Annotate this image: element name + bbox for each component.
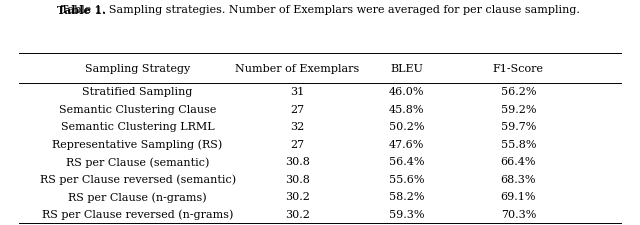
Text: 56.4%: 56.4% — [388, 157, 424, 167]
Text: RS per Clause (n-grams): RS per Clause (n-grams) — [68, 191, 207, 202]
Text: RS per Clause reversed (semantic): RS per Clause reversed (semantic) — [40, 174, 236, 184]
Text: F1-Score: F1-Score — [493, 64, 544, 74]
Text: 46.0%: 46.0% — [388, 87, 424, 97]
Text: 70.3%: 70.3% — [500, 209, 536, 219]
Text: 30.2: 30.2 — [285, 209, 310, 219]
Text: 30.2: 30.2 — [285, 192, 310, 202]
Text: 59.2%: 59.2% — [500, 104, 536, 114]
Text: 68.3%: 68.3% — [500, 174, 536, 184]
Text: BLEU: BLEU — [390, 64, 423, 74]
Text: Number of Exemplars: Number of Exemplars — [236, 64, 360, 74]
Text: Representative Sampling (RS): Representative Sampling (RS) — [52, 139, 223, 150]
Text: 55.8%: 55.8% — [500, 139, 536, 149]
Text: Semantic Clustering Clause: Semantic Clustering Clause — [59, 104, 216, 114]
Text: 55.6%: 55.6% — [388, 174, 424, 184]
Text: 27: 27 — [291, 104, 305, 114]
Text: 45.8%: 45.8% — [388, 104, 424, 114]
Text: Table 1.: Table 1. — [58, 4, 106, 16]
Text: 58.2%: 58.2% — [388, 192, 424, 202]
Text: Stratified Sampling: Stratified Sampling — [83, 87, 193, 97]
Text: 30.8: 30.8 — [285, 157, 310, 167]
Text: 66.4%: 66.4% — [500, 157, 536, 167]
Text: 56.2%: 56.2% — [500, 87, 536, 97]
Text: 27: 27 — [291, 139, 305, 149]
Text: 32: 32 — [291, 122, 305, 132]
Text: RS per Clause reversed (n-grams): RS per Clause reversed (n-grams) — [42, 209, 234, 219]
Text: 50.2%: 50.2% — [388, 122, 424, 132]
Text: 30.8: 30.8 — [285, 174, 310, 184]
Text: 59.7%: 59.7% — [500, 122, 536, 132]
Text: Table 1. Sampling strategies. Number of Exemplars were averaged for per clause s: Table 1. Sampling strategies. Number of … — [61, 4, 579, 14]
Text: RS per Clause (semantic): RS per Clause (semantic) — [66, 156, 209, 167]
Text: Semantic Clustering LRML: Semantic Clustering LRML — [61, 122, 214, 132]
Text: 59.3%: 59.3% — [388, 209, 424, 219]
Text: 31: 31 — [291, 87, 305, 97]
Text: 47.6%: 47.6% — [388, 139, 424, 149]
Text: 69.1%: 69.1% — [500, 192, 536, 202]
Text: Sampling Strategy: Sampling Strategy — [85, 64, 190, 74]
